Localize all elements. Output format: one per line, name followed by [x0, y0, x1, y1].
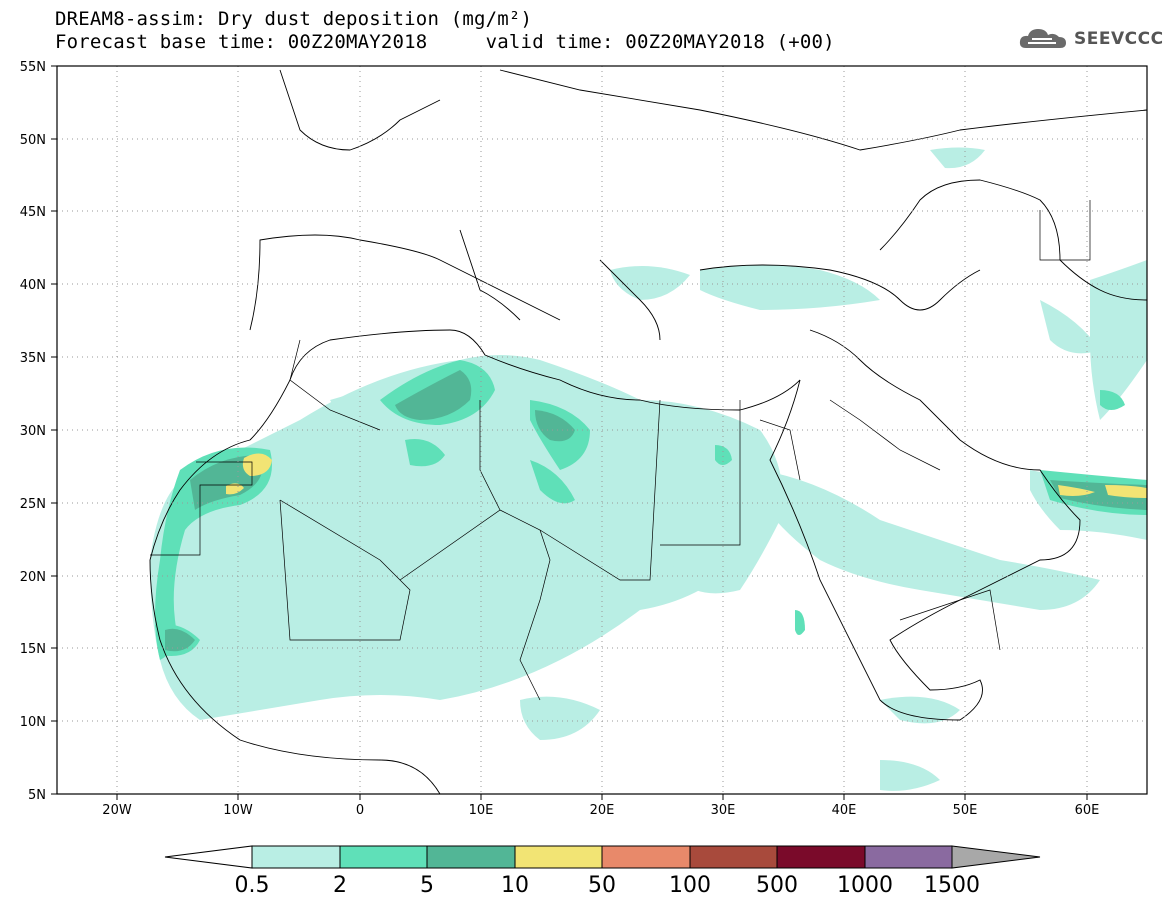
- colorbar-under-arrow: [164, 845, 253, 869]
- map-title: DREAM8-assim: Dry dust deposition (mg/m²…: [55, 8, 533, 30]
- lon-label: 40E: [832, 803, 857, 818]
- colorbar-swatch: [601, 845, 691, 869]
- colorbar-label: 50: [588, 873, 616, 898]
- dust-contour-5: [165, 370, 1147, 652]
- lat-label: 25N: [20, 497, 46, 512]
- lon-label: 50E: [953, 803, 978, 818]
- longitude-labels: 20W 10W 0 10E 20E 30E 40E 50E 60E: [102, 803, 1099, 818]
- lon-label: 10W: [223, 803, 253, 818]
- cloud-icon: [1019, 29, 1066, 48]
- colorbar-label: 5: [420, 873, 434, 898]
- lat-label: 45N: [20, 205, 46, 220]
- lat-label: 10N: [20, 715, 46, 730]
- lat-label: 50N: [20, 133, 46, 148]
- colorbar-label: 2: [333, 873, 347, 898]
- colorbar-swatch: [251, 845, 341, 869]
- colorbar-label: 0.5: [235, 873, 270, 898]
- seevccc-logo: SEEVCCC: [1018, 26, 1164, 52]
- colorbar-swatch: [339, 845, 428, 869]
- logo-text: SEEVCCC: [1074, 29, 1164, 49]
- colorbar-swatch: [776, 845, 866, 869]
- lat-label: 15N: [20, 642, 46, 657]
- coastlines: [149, 69, 1147, 794]
- colorbar-label: 10: [501, 873, 529, 898]
- dust-contour-10: [226, 453, 1147, 498]
- lat-label: 30N: [20, 424, 46, 439]
- colorbar-swatch: [514, 845, 603, 869]
- grid-lines: [57, 66, 1147, 794]
- lat-label: 5N: [28, 788, 46, 803]
- colorbar-swatch: [864, 845, 953, 869]
- colorbar: 0.5 2 5 10 50 100 500 1000 1500: [164, 845, 1041, 898]
- colorbar-label: 1000: [837, 873, 893, 898]
- colorbar-label: 1500: [924, 873, 980, 898]
- latitude-labels: 55N 50N 45N 40N 35N 30N 25N 20N 15N 10N …: [20, 60, 46, 803]
- lon-label: 20W: [102, 803, 132, 818]
- lon-label: 0: [356, 803, 364, 818]
- colorbar-swatch: [689, 845, 778, 869]
- lat-label: 55N: [20, 60, 46, 75]
- lat-label: 20N: [20, 570, 46, 585]
- country-borders: [150, 200, 1091, 701]
- lon-label: 10E: [469, 803, 494, 818]
- colorbar-label: 500: [756, 873, 798, 898]
- lat-label: 40N: [20, 278, 46, 293]
- colorbar-swatch: [426, 845, 516, 869]
- lon-label: 60E: [1075, 803, 1100, 818]
- dust-contour-0.5: [150, 147, 1147, 791]
- lon-label: 20E: [590, 803, 615, 818]
- dust-field: [150, 147, 1147, 791]
- map-subtitle: Forecast base time: 00Z20MAY2018 valid t…: [55, 31, 835, 53]
- tick-marks: [51, 65, 1088, 800]
- colorbar-label: 100: [669, 873, 711, 898]
- lat-label: 35N: [20, 351, 46, 366]
- lon-label: 30E: [711, 803, 736, 818]
- colorbar-over-arrow: [951, 845, 1041, 869]
